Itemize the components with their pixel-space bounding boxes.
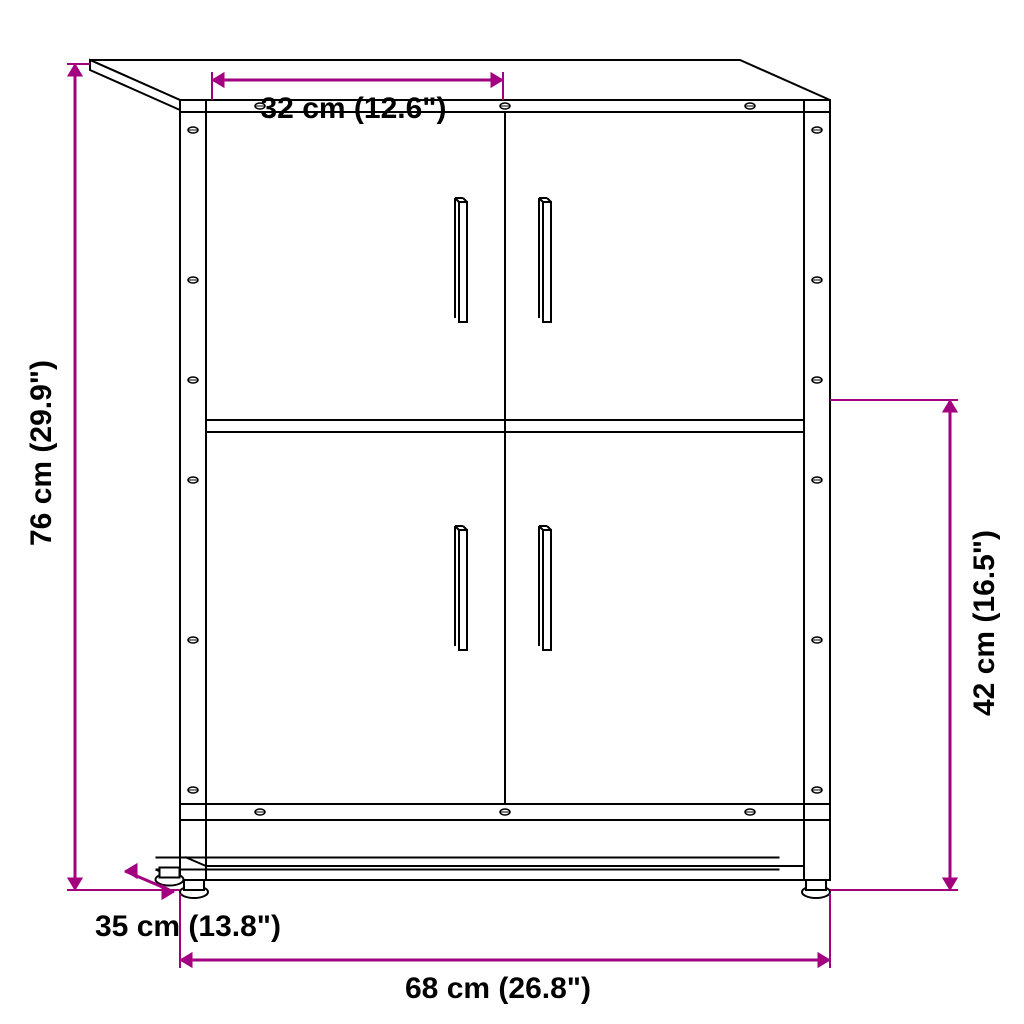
- width-label: 68 cm (26.8"): [405, 972, 591, 1006]
- lower-height-label: 42 cm (16.5"): [968, 530, 1002, 716]
- door-width-label: 32 cm (12.6"): [261, 92, 447, 126]
- depth-label: 35 cm (13.8"): [95, 910, 281, 944]
- height-label: 76 cm (29.9"): [25, 360, 59, 546]
